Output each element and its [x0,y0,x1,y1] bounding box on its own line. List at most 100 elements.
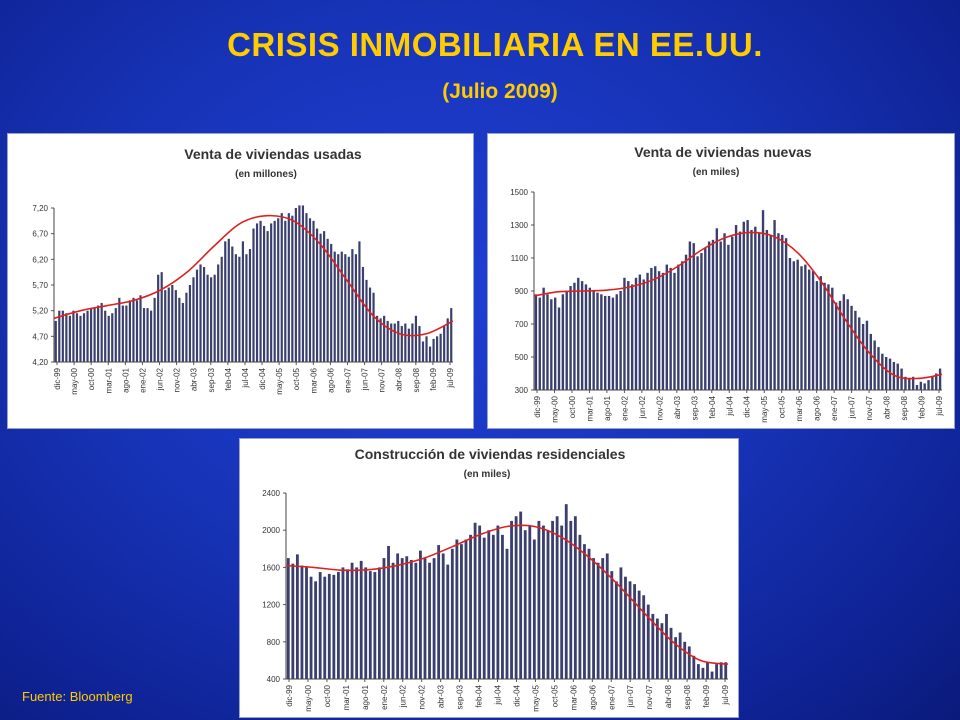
x-tick-label: oct-00 [568,395,577,418]
bar [800,266,803,390]
x-tick-label: oct-00 [87,367,96,390]
bar [638,274,642,390]
bar [330,243,333,362]
x-tick-label: sep-08 [412,367,421,392]
bar [573,282,576,390]
bar [455,539,459,679]
bar [674,637,678,679]
bar [838,300,842,390]
bar [58,310,61,362]
bar [792,261,796,390]
bar [332,574,336,679]
x-tick-label: may-00 [304,684,313,711]
bar [577,277,580,390]
bar [128,300,132,362]
bar [850,305,853,390]
bar [881,353,884,390]
x-tick-label: jul-04 [494,684,503,705]
bar [680,261,684,390]
x-tick-label: dic-04 [258,367,267,389]
bar [160,272,163,362]
bar [100,302,103,362]
bar [482,537,486,679]
page-subtitle: (Julio 2009) [442,80,558,103]
y-tick-label: 900 [515,287,529,296]
bar [908,378,911,390]
bar [210,277,213,362]
x-tick-label: may-05 [275,367,284,394]
bar [473,522,477,679]
x-tick-label: nov-07 [378,367,387,392]
bar [692,243,695,390]
bar [255,223,259,362]
bar [938,368,942,390]
bar [432,338,435,362]
x-tick-label: feb-09 [702,684,711,707]
x-tick-label: nov-07 [865,395,874,420]
x-tick-label: ago-01 [121,367,130,392]
bar [877,347,880,390]
bar [569,286,572,390]
bar [220,256,223,362]
bar [350,562,354,679]
x-tick-label: sep-03 [690,395,699,420]
bar [231,246,234,362]
bar [428,346,432,362]
bar [532,539,536,679]
bar [655,618,659,679]
bar [523,530,527,679]
bar [377,567,381,679]
x-tick-label: feb-04 [708,395,717,418]
y-tick-label: 5,20 [32,307,48,316]
bar [646,604,650,679]
bar [746,220,749,390]
trend-line [533,231,943,380]
bar [546,294,549,390]
y-tick-label: 7,20 [32,204,48,213]
x-tick-label: mar-01 [104,367,113,393]
bar [351,249,354,362]
y-tick-label: 4,20 [32,358,48,367]
bar [754,226,757,390]
bar [624,576,627,679]
bar [245,254,248,362]
bar [873,340,876,390]
x-tick-label: abr-08 [664,684,673,708]
x-tick-label: oct-05 [292,367,301,390]
bar [727,244,730,390]
bar [888,358,892,390]
bar [615,294,618,390]
y-tick-label: 5,70 [32,281,48,290]
bar [419,550,422,679]
bar [706,662,709,679]
y-tick-label: 1100 [511,254,529,263]
bar [142,308,146,362]
bar [601,558,605,679]
bar [501,534,504,679]
bar [542,525,545,679]
bar [777,233,780,390]
bar [534,294,538,390]
bar [355,567,359,679]
bar [811,271,815,390]
trend-line [285,524,729,665]
bar [710,671,714,679]
bar [157,274,160,362]
x-tick-label: abr-03 [190,367,199,391]
bar [132,297,135,362]
y-tick-label: 6,70 [32,230,48,239]
x-tick-label: dic-04 [512,684,521,706]
y-tick-label: 6,20 [32,255,48,264]
bar [405,556,409,679]
x-tick-label: feb-04 [224,367,233,390]
bar [592,558,595,679]
bar [314,581,318,679]
bar [114,308,117,362]
bar [61,310,64,362]
bar [560,525,564,679]
bar [650,267,653,390]
bar [927,380,930,390]
bar [421,341,425,362]
bar [646,272,649,390]
bar [373,572,377,679]
